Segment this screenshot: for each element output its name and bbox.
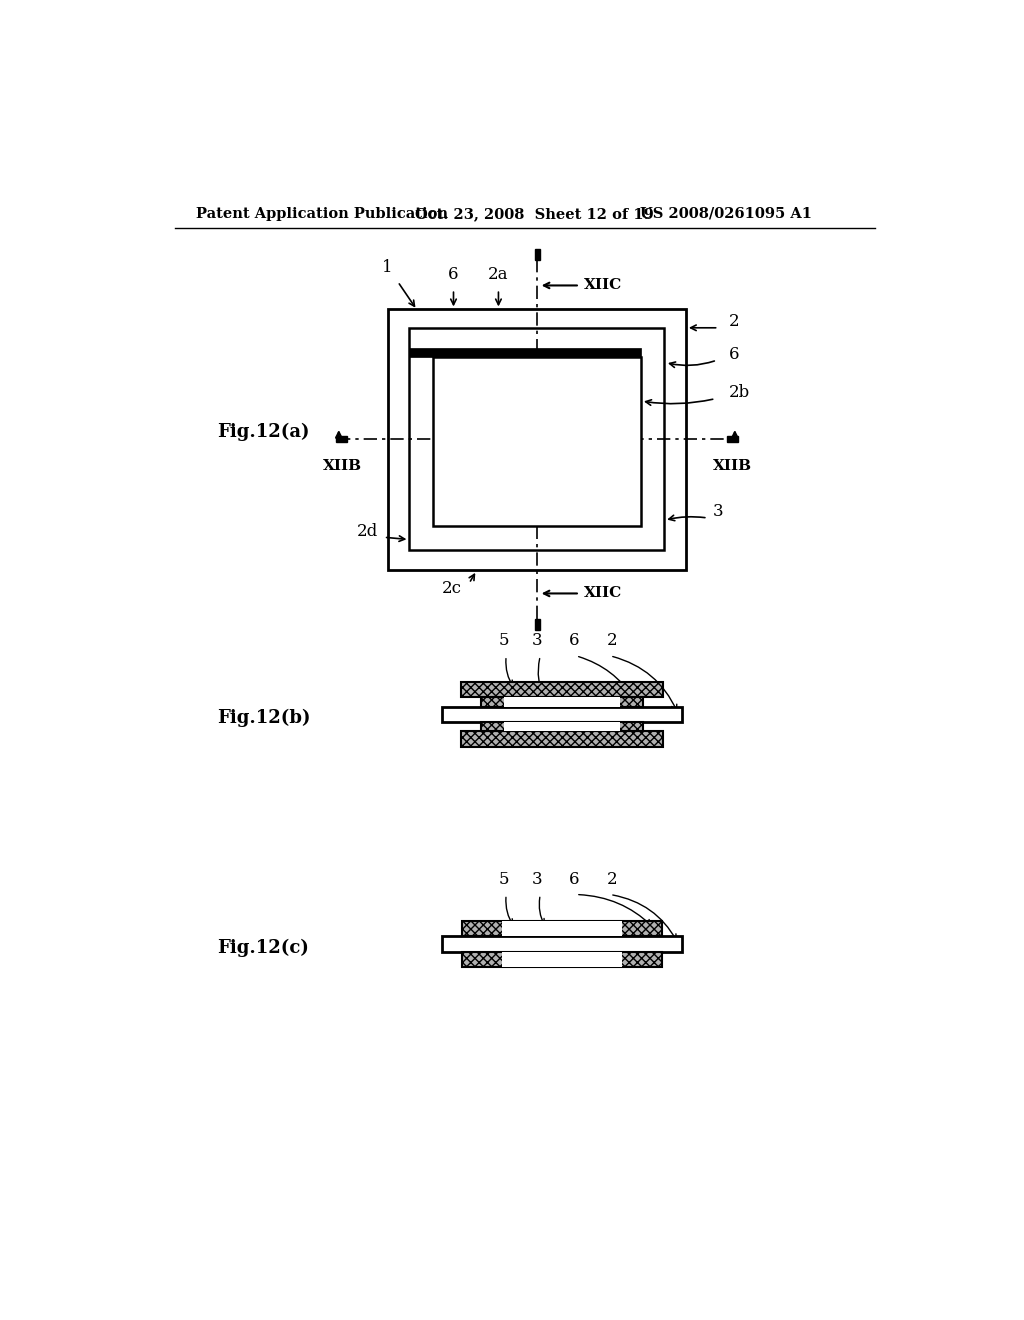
Text: XIIC: XIIC bbox=[584, 279, 622, 293]
Bar bbox=[432, 358, 641, 527]
Text: 2b: 2b bbox=[729, 384, 750, 401]
Text: 6: 6 bbox=[729, 346, 739, 363]
Text: Oct. 23, 2008  Sheet 12 of 19: Oct. 23, 2008 Sheet 12 of 19 bbox=[415, 207, 653, 220]
Bar bbox=[480, 722, 643, 731]
Bar bbox=[480, 697, 643, 706]
Text: 2c: 2c bbox=[442, 581, 462, 598]
Text: 5: 5 bbox=[499, 632, 509, 649]
Text: 3: 3 bbox=[531, 871, 543, 888]
Text: Fig.12(c): Fig.12(c) bbox=[217, 939, 309, 957]
Bar bbox=[442, 706, 682, 722]
Text: 2: 2 bbox=[607, 632, 617, 649]
Bar bbox=[503, 952, 623, 966]
Text: 1: 1 bbox=[382, 259, 393, 276]
Bar bbox=[388, 309, 686, 570]
Text: 2a: 2a bbox=[488, 267, 509, 284]
Bar bbox=[410, 348, 641, 358]
Bar bbox=[535, 249, 541, 260]
Text: 6: 6 bbox=[449, 267, 459, 284]
Text: 3: 3 bbox=[713, 503, 724, 520]
Text: 2d: 2d bbox=[356, 523, 378, 540]
Bar bbox=[504, 697, 621, 706]
Bar bbox=[461, 682, 663, 697]
Text: XIIB: XIIB bbox=[713, 459, 752, 474]
Bar bbox=[503, 921, 623, 936]
Bar bbox=[727, 437, 738, 442]
Text: 5: 5 bbox=[499, 871, 509, 888]
Bar bbox=[461, 731, 663, 747]
Text: 2: 2 bbox=[607, 871, 617, 888]
Text: XIIC: XIIC bbox=[584, 586, 622, 601]
Bar bbox=[462, 921, 662, 936]
Bar bbox=[336, 437, 346, 442]
Text: 2: 2 bbox=[729, 313, 739, 330]
Text: Fig.12(b): Fig.12(b) bbox=[217, 709, 310, 727]
Text: XIIB: XIIB bbox=[324, 459, 362, 474]
Text: Patent Application Publication: Patent Application Publication bbox=[197, 207, 449, 220]
Bar bbox=[504, 722, 621, 731]
Text: US 2008/0261095 A1: US 2008/0261095 A1 bbox=[640, 207, 811, 220]
Text: 3: 3 bbox=[531, 632, 543, 649]
Bar bbox=[535, 619, 541, 630]
Text: Fig.12(a): Fig.12(a) bbox=[217, 422, 309, 441]
Text: 6: 6 bbox=[568, 871, 579, 888]
Bar bbox=[442, 936, 682, 952]
Bar bbox=[462, 952, 662, 966]
Text: 6: 6 bbox=[568, 632, 579, 649]
Bar bbox=[410, 327, 665, 549]
